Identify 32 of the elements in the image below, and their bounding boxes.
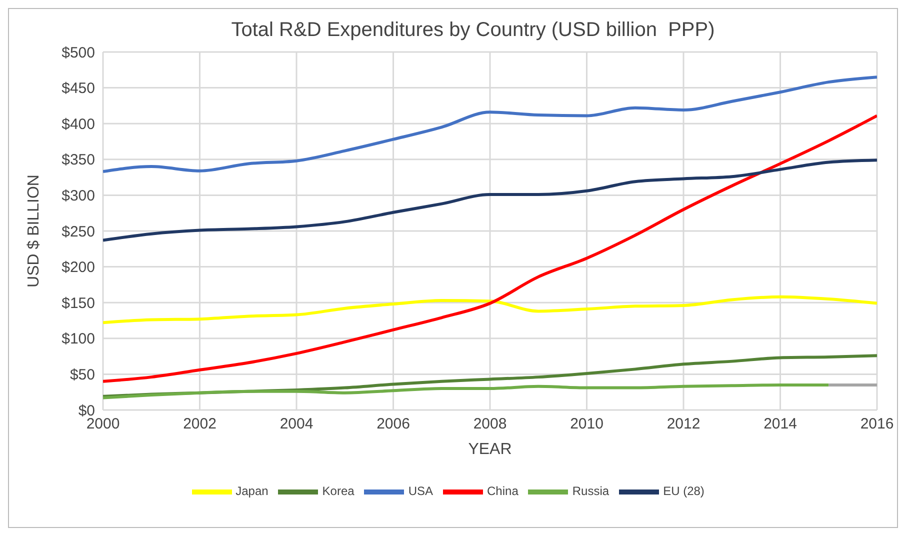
line-series [103, 114, 877, 383]
line-series [103, 76, 877, 174]
chart-title: Total R&D Expenditures by Country (USD billion PPP) [230, 18, 716, 42]
legend-label: Russia [572, 484, 610, 498]
x-tick-label: 2010 [570, 416, 604, 433]
y-tick-label: $400 [62, 116, 95, 133]
x-tick-label: 2014 [764, 416, 797, 433]
legend-label: China [487, 484, 518, 498]
line-series [103, 295, 877, 324]
x-tick-label: 2012 [666, 416, 700, 433]
x-tick-label: 2016 [860, 416, 894, 433]
legend-label: Japan [236, 484, 268, 498]
y-axis-title: USD $ BILLION [26, 174, 43, 288]
legend-label: USA [408, 484, 434, 498]
y-tick-label: $250 [62, 223, 95, 240]
x-axis-title: YEAR [468, 441, 512, 458]
x-tick-label: 2002 [183, 416, 216, 433]
y-tick-label: $500 [62, 44, 95, 62]
y-tick-label: $100 [62, 330, 95, 348]
line-series [103, 383, 830, 400]
x-tick-label: 2008 [473, 416, 507, 433]
x-tick-label: 2004 [280, 416, 314, 433]
y-tick-label: $50 [70, 366, 95, 384]
y-tick-label: $150 [62, 294, 95, 312]
y-tick-label: $200 [62, 259, 95, 276]
x-tick-label: 2006 [376, 416, 410, 433]
y-tick-label: $300 [62, 188, 95, 205]
line-series [103, 158, 877, 242]
y-tick-label: $350 [62, 152, 95, 169]
y-tick-label: $450 [62, 80, 95, 98]
legend-label: EU (28) [663, 484, 704, 498]
legend-label: Korea [322, 484, 354, 498]
